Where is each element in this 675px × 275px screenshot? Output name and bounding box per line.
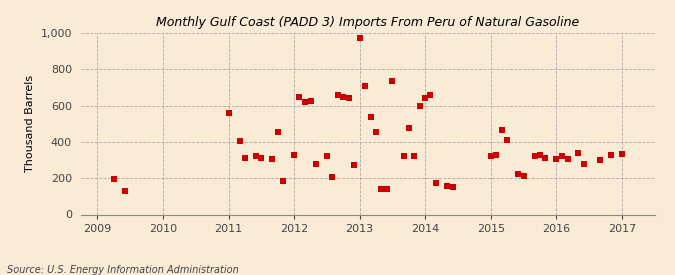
Point — [605, 152, 616, 157]
Point — [119, 189, 130, 194]
Point — [387, 79, 398, 83]
Point — [343, 96, 354, 100]
Point — [382, 187, 393, 191]
Point — [360, 83, 371, 88]
Point — [408, 154, 419, 159]
Point — [414, 104, 425, 108]
Point — [448, 185, 458, 189]
Point — [420, 96, 431, 100]
Point — [321, 153, 332, 158]
Point — [485, 153, 496, 158]
Point — [616, 152, 627, 156]
Point — [551, 156, 562, 161]
Point — [240, 155, 250, 160]
Point — [595, 158, 605, 162]
Point — [535, 152, 545, 157]
Point — [572, 151, 583, 155]
Point — [371, 130, 381, 135]
Point — [578, 161, 589, 166]
Point — [294, 95, 304, 99]
Point — [277, 179, 288, 183]
Point — [398, 153, 409, 158]
Point — [441, 184, 452, 189]
Point — [289, 152, 300, 157]
Point — [267, 156, 278, 161]
Point — [300, 100, 310, 104]
Point — [513, 172, 524, 176]
Point — [556, 153, 567, 158]
Point — [310, 162, 321, 166]
Point — [338, 95, 349, 99]
Point — [431, 181, 442, 185]
Title: Monthly Gulf Coast (PADD 3) Imports From Peru of Natural Gasoline: Monthly Gulf Coast (PADD 3) Imports From… — [156, 16, 580, 29]
Point — [250, 154, 261, 159]
Point — [497, 128, 508, 132]
Point — [223, 111, 234, 116]
Point — [109, 177, 119, 181]
Point — [518, 174, 529, 178]
Point — [305, 99, 316, 103]
Text: Source: U.S. Energy Information Administration: Source: U.S. Energy Information Administ… — [7, 265, 238, 275]
Y-axis label: Thousand Barrels: Thousand Barrels — [25, 75, 35, 172]
Point — [425, 92, 436, 97]
Point — [349, 162, 360, 167]
Point — [365, 114, 376, 119]
Point — [562, 157, 573, 161]
Point — [256, 156, 267, 160]
Point — [333, 93, 344, 97]
Point — [376, 187, 387, 191]
Point — [327, 175, 338, 180]
Point — [529, 153, 540, 158]
Point — [234, 139, 245, 143]
Point — [404, 126, 414, 130]
Point — [491, 152, 502, 157]
Point — [502, 138, 512, 142]
Point — [354, 36, 365, 41]
Point — [272, 130, 283, 134]
Point — [540, 156, 551, 160]
